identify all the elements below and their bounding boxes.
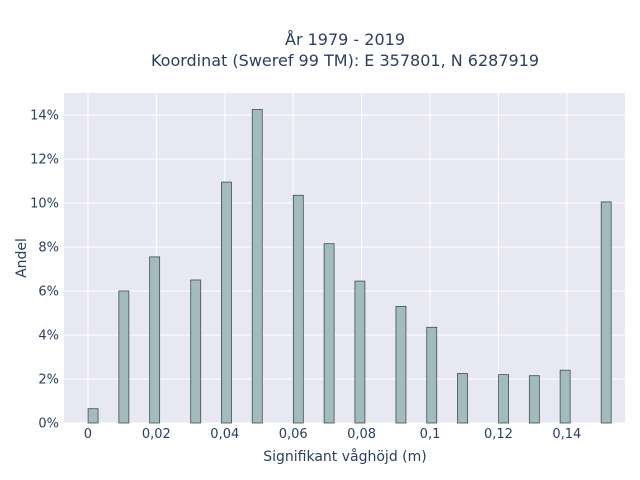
- x-tick-label: 0,02: [142, 427, 171, 442]
- histogram-bar: [498, 374, 509, 424]
- histogram-bar: [323, 243, 335, 424]
- y-tick-label: 10%: [30, 197, 59, 212]
- y-tick-label: 6%: [38, 285, 59, 300]
- x-axis-title: Signifikant våghöjd (m): [263, 448, 426, 465]
- bars: [87, 109, 612, 424]
- y-tick-label: 0%: [38, 417, 59, 432]
- x-tick-label: 0,04: [210, 427, 239, 442]
- x-tick-labels: 0 0,02 0,04 0,06 0,08 0,1 0,12 0,14: [84, 427, 582, 442]
- histogram-bar: [457, 373, 468, 424]
- x-tick-label: 0,08: [347, 427, 376, 442]
- histogram-bar: [354, 280, 366, 424]
- histogram-bar: [395, 305, 407, 424]
- plot-area: [64, 93, 625, 423]
- y-tick-label: 12%: [30, 153, 59, 168]
- histogram-bar: [426, 326, 438, 424]
- x-tick-label: 0,1: [420, 427, 441, 442]
- histogram-bar: [118, 290, 130, 424]
- histogram-bar: [221, 181, 232, 424]
- histogram-bar: [149, 256, 161, 424]
- histogram-bar: [190, 279, 202, 424]
- x-tick-label: 0,12: [484, 427, 513, 442]
- chart-title-line-2: Koordinat (Sweref 99 TM): E 357801, N 62…: [151, 51, 539, 70]
- y-axis-title: Andel: [14, 238, 30, 278]
- y-tick-label: 2%: [38, 373, 59, 388]
- chart-title-line-1: År 1979 - 2019: [285, 30, 405, 49]
- y-tick-label: 8%: [38, 241, 59, 256]
- histogram-bar: [251, 109, 263, 424]
- histogram-bar: [528, 375, 540, 424]
- x-tick-label: 0: [84, 427, 92, 442]
- histogram-bar: [292, 194, 304, 424]
- histogram-bar: [87, 408, 99, 424]
- x-tick-label: 0,14: [552, 427, 581, 442]
- histogram-bar: [559, 369, 571, 424]
- y-tick-label: 14%: [30, 109, 59, 124]
- y-tick-label: 4%: [38, 329, 59, 344]
- histogram-bar: [600, 201, 612, 424]
- x-tick-label: 0,06: [279, 427, 308, 442]
- y-tick-labels: 0% 2% 4% 6% 8% 10% 12% 14%: [30, 109, 59, 432]
